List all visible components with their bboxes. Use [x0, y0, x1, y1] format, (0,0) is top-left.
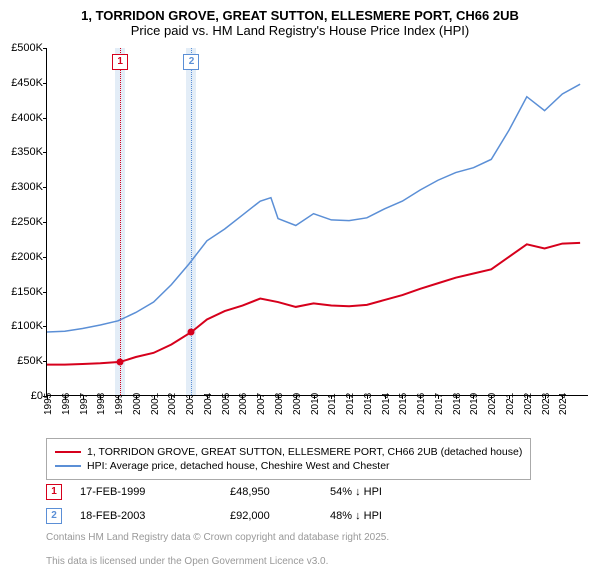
x-axis-label: 2005 [221, 393, 232, 415]
sale-point [117, 358, 124, 365]
x-axis-label: 2022 [523, 393, 534, 415]
x-axis-label: 1996 [61, 393, 72, 415]
x-axis-label: 1998 [96, 393, 107, 415]
y-axis-label: £300K [11, 181, 47, 193]
x-axis-label: 2015 [398, 393, 409, 415]
chart-lines [47, 48, 588, 395]
sale-point [188, 328, 195, 335]
x-axis-label: 1995 [43, 393, 54, 415]
x-axis-label: 2023 [541, 393, 552, 415]
sale-row: 2 18-FEB-2003£92,00048% ↓ HPI [46, 508, 382, 524]
x-axis-label: 2009 [292, 393, 303, 415]
y-axis-label: £350K [11, 146, 47, 158]
x-axis-label: 2019 [469, 393, 480, 415]
y-axis-label: £150K [11, 286, 47, 298]
sale-diff: 54% ↓ HPI [330, 486, 382, 498]
x-axis-label: 2012 [345, 393, 356, 415]
y-axis-label: £450K [11, 77, 47, 89]
y-axis-label: £400K [11, 112, 47, 124]
sale-date: 18-FEB-2003 [80, 510, 230, 522]
x-axis-label: 2013 [363, 393, 374, 415]
legend: 1, TORRIDON GROVE, GREAT SUTTON, ELLESME… [46, 438, 531, 480]
x-axis-label: 1997 [79, 393, 90, 415]
y-axis-label: £100K [11, 320, 47, 332]
x-axis-label: 2001 [150, 393, 161, 415]
y-axis-label: £250K [11, 216, 47, 228]
legend-item: 1, TORRIDON GROVE, GREAT SUTTON, ELLESME… [55, 446, 522, 458]
x-axis-label: 2021 [505, 393, 516, 415]
sale-price: £48,950 [230, 486, 330, 498]
legend-label: 1, TORRIDON GROVE, GREAT SUTTON, ELLESME… [87, 446, 522, 458]
x-axis-label: 2003 [185, 393, 196, 415]
sale-price: £92,000 [230, 510, 330, 522]
x-axis-label: 2002 [167, 393, 178, 415]
x-axis-label: 2004 [203, 393, 214, 415]
sale-date: 17-FEB-1999 [80, 486, 230, 498]
x-axis-label: 2014 [381, 393, 392, 415]
x-axis-label: 2011 [327, 393, 338, 415]
sale-badge: 2 [46, 508, 62, 524]
sale-diff: 48% ↓ HPI [330, 510, 382, 522]
x-axis-label: 2016 [416, 393, 427, 415]
chart-plot-area: £0£50K£100K£150K£200K£250K£300K£350K£400… [46, 48, 588, 396]
x-axis-label: 2017 [434, 393, 445, 415]
chart-subtitle: Price paid vs. HM Land Registry's House … [0, 23, 600, 44]
legend-label: HPI: Average price, detached house, Ches… [87, 460, 390, 472]
x-axis-label: 1999 [114, 393, 125, 415]
y-axis-label: £200K [11, 251, 47, 263]
sale-badge: 1 [46, 484, 62, 500]
legend-item: HPI: Average price, detached house, Ches… [55, 460, 522, 472]
x-axis-label: 2010 [310, 393, 321, 415]
chart-title: 1, TORRIDON GROVE, GREAT SUTTON, ELLESME… [0, 0, 600, 23]
x-axis-label: 2008 [274, 393, 285, 415]
footer-line2: This data is licensed under the Open Gov… [46, 556, 328, 567]
sale-row: 1 17-FEB-1999£48,95054% ↓ HPI [46, 484, 382, 500]
x-axis-label: 2006 [238, 393, 249, 415]
x-axis-label: 2020 [487, 393, 498, 415]
x-axis-label: 2000 [132, 393, 143, 415]
footer-line1: Contains HM Land Registry data © Crown c… [46, 532, 389, 543]
x-axis-label: 2007 [256, 393, 267, 415]
x-axis-label: 2024 [558, 393, 569, 415]
y-axis-label: £500K [11, 42, 47, 54]
x-axis-label: 2018 [452, 393, 463, 415]
